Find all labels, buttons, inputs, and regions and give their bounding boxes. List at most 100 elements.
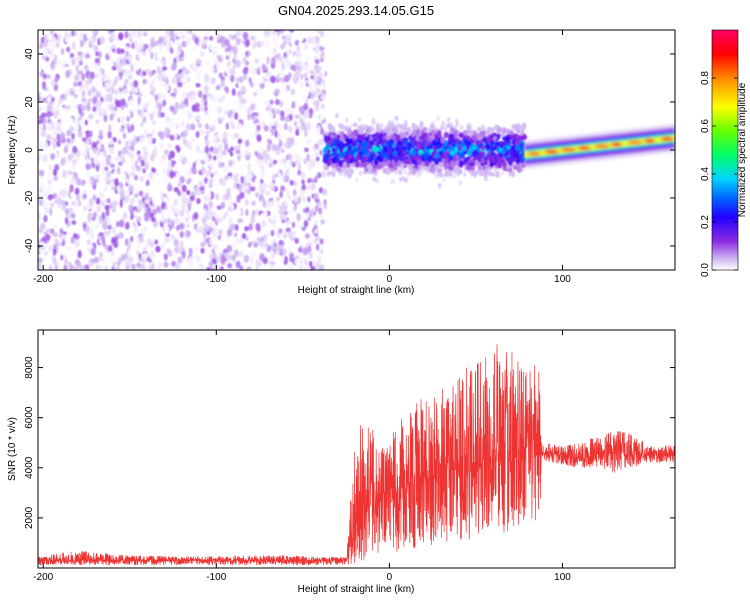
spectrogram-noise-speck <box>201 42 206 48</box>
spectrogram-noise-speck <box>185 198 191 204</box>
spectrogram-noise-speck <box>60 157 66 166</box>
spectrogram-noise-speck <box>107 225 113 230</box>
spectrogram-noise-speck <box>278 228 283 234</box>
spectrogram-tone-core <box>627 140 643 145</box>
spectrogram-signal-blob <box>393 164 398 171</box>
spectrogram-signal-blob <box>385 140 392 145</box>
spectrogram-noise-speck <box>210 77 217 85</box>
spectrogram-noise-speck <box>84 80 90 85</box>
spectrogram-noise-speck <box>70 191 74 199</box>
spectrogram-noise-speck <box>115 99 119 107</box>
spectrogram-noise-speck <box>144 194 149 201</box>
spectrogram-noise-speck <box>162 35 167 42</box>
spectrogram-noise-speck <box>253 91 258 97</box>
spectrogram-noise-speck <box>251 152 256 161</box>
spectrogram-noise-speck <box>127 241 131 248</box>
spectrogram-signal-blob <box>398 154 404 160</box>
spectrogram-noise-speck <box>252 43 256 50</box>
spectrogram-noise-speck <box>189 94 194 102</box>
spectrogram-noise-speck <box>220 256 226 265</box>
spectrogram-noise-speck <box>87 97 94 104</box>
spectrogram-noise-speck <box>208 260 213 268</box>
spectrogram-noise-speck <box>229 239 233 245</box>
spectrogram-noise-speck <box>143 246 148 253</box>
spectrogram-signal-halo <box>404 177 408 183</box>
spectrogram-noise-speck <box>247 113 251 121</box>
spectrogram-x-ticks: -200 -100 0 100 <box>33 30 571 285</box>
spectrogram-noise-speck <box>53 232 58 238</box>
spectrogram-noise-speck <box>74 259 81 266</box>
spectrogram-signal-blob <box>437 172 443 177</box>
spectrogram-noise-speck <box>302 79 306 88</box>
spectrogram-noise-speck <box>212 50 217 56</box>
spectrogram-noise-speck <box>308 108 314 114</box>
spectrogram-signal-blob <box>497 126 502 133</box>
spectrogram-noise-speck <box>38 104 42 110</box>
spectrogram-noise-speck <box>242 56 247 64</box>
spectrogram-noise-speck <box>155 245 161 253</box>
spectrogram-noise-speck <box>97 100 102 107</box>
spectrogram-signal-blob <box>403 139 409 147</box>
spectrogram-noise-speck <box>320 103 325 109</box>
spectrogram-noise-speck <box>98 51 102 59</box>
spectrogram-noise-speck <box>204 213 210 219</box>
spectrogram-noise-speck <box>269 99 274 105</box>
spectrogram-noise-speck <box>255 170 261 176</box>
spectrogram-noise-speck <box>180 132 185 138</box>
spectrogram-signal-blob <box>351 141 357 147</box>
spectrogram-signal-blob <box>367 127 372 133</box>
spectrogram-noise-speck <box>166 217 172 225</box>
spectrogram-noise-speck <box>271 124 277 131</box>
spectrogram-signal-blob <box>484 159 488 166</box>
spectrogram-noise-speck <box>50 153 56 160</box>
spectrogram-noise-speck <box>124 251 128 261</box>
spectrogram-noise-speck <box>236 90 243 97</box>
spectrogram-noise-speck <box>283 232 287 240</box>
spectrogram-noise-speck <box>122 60 127 66</box>
spectrogram-signal-blob <box>386 149 392 155</box>
spectrogram-noise-speck <box>229 202 235 210</box>
spectrogram-signal-blob <box>402 131 407 137</box>
spectrogram-noise-speck <box>186 190 191 196</box>
spectrogram-noise-speck <box>58 97 64 104</box>
spectrogram-noise-speck <box>246 267 251 270</box>
spectrogram-noise-speck <box>83 57 88 62</box>
spectrogram-noise-speck <box>120 48 125 54</box>
spectrogram-y-tick-label: -40 <box>24 238 35 253</box>
spectrogram-noise-speck <box>40 112 47 118</box>
spectrogram-noise-speck <box>143 129 148 139</box>
spectrogram-noise-speck <box>305 97 309 104</box>
spectrogram-noise-speck <box>136 161 141 167</box>
spectrogram-noise-speck <box>285 188 290 196</box>
spectrogram-noise-speck <box>85 31 90 39</box>
spectrogram-noise-speck <box>131 263 136 270</box>
spectrogram-noise-speck <box>74 113 79 120</box>
spectrogram-noise-speck <box>254 187 259 194</box>
spectrogram-signal-blob <box>476 134 483 141</box>
spectrogram-signal-blob <box>347 173 353 179</box>
spectrogram-signal-blob <box>474 149 478 156</box>
spectrogram-signal-blob <box>429 166 435 174</box>
spectrogram-noise-speck <box>76 177 81 186</box>
spectrogram-noise-speck <box>73 265 79 270</box>
spectrogram-noise-speck <box>289 255 293 263</box>
spectrogram-noise-speck <box>128 247 134 256</box>
spectrogram-noise-speck <box>207 113 212 119</box>
spectrogram-signal-blob <box>443 131 450 139</box>
spectrogram-noise-speck <box>304 73 308 78</box>
spectrogram-noise-speck <box>67 170 73 176</box>
spectrogram-noise-speck <box>323 199 327 205</box>
spectrogram-noise-speck <box>222 132 229 139</box>
spectrogram-noise-speck <box>240 261 245 267</box>
spectrogram-noise-speck <box>96 181 102 188</box>
spectrogram-noise-speck <box>127 68 133 77</box>
spectrogram-noise-speck <box>260 168 266 177</box>
spectrogram-noise-speck <box>92 194 97 201</box>
spectrogram-signal-halo <box>375 178 379 184</box>
spectrogram-noise-speck <box>115 265 120 270</box>
spectrogram-noise-speck <box>38 234 41 240</box>
spectrogram-signal-blob <box>412 149 417 156</box>
spectrogram-noise-speck <box>233 167 239 176</box>
spectrogram-noise-speck <box>320 79 325 86</box>
spectrogram-signal-blob <box>485 128 491 136</box>
